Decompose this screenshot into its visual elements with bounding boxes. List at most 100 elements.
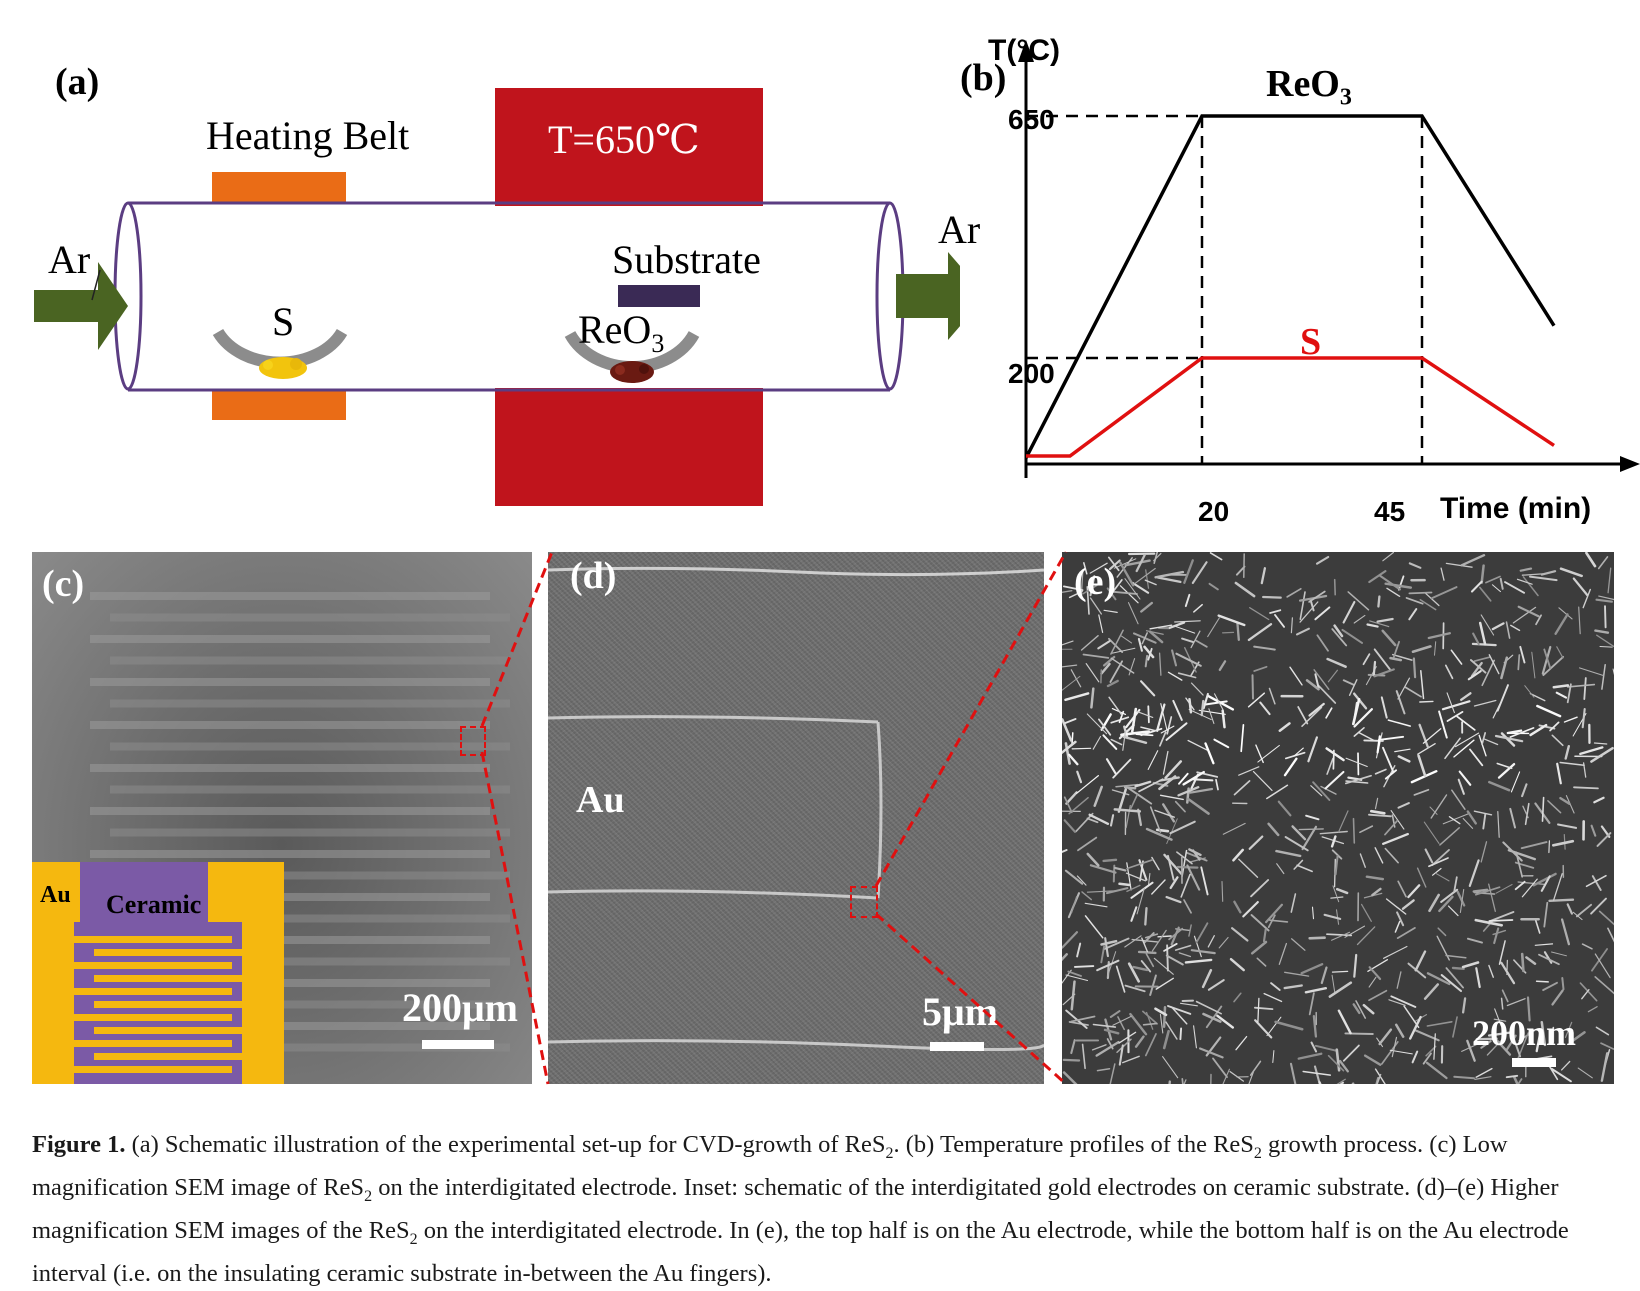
caption-figure-label: Figure 1. <box>32 1131 125 1158</box>
nanoflake <box>1214 740 1228 748</box>
nanoflake <box>1413 1052 1418 1063</box>
nanoflake <box>1395 922 1399 933</box>
nanoflake <box>1553 991 1563 1005</box>
nanoflake <box>1068 972 1081 977</box>
nanoflake <box>1131 907 1136 921</box>
ar-in-label: Ar <box>48 236 90 283</box>
nanoflake <box>1088 854 1099 866</box>
nanoflake <box>1459 780 1464 794</box>
nanoflake <box>1388 720 1410 726</box>
nanoflake <box>1595 977 1614 995</box>
nanoflake <box>1521 569 1531 571</box>
nanoflake <box>1158 936 1171 937</box>
nanoflake <box>1211 553 1222 560</box>
nanoflake <box>1109 697 1122 715</box>
nanoflake <box>1443 814 1468 824</box>
nanoflake <box>1090 815 1108 824</box>
nanoflake <box>1306 816 1318 820</box>
nanoflake <box>1103 735 1116 749</box>
nanoflake <box>1416 952 1425 971</box>
nanoflake <box>1062 850 1067 857</box>
nanoflake <box>1354 955 1356 977</box>
nanoflake <box>1208 618 1220 637</box>
nanoflake <box>1230 1072 1243 1082</box>
nanoflake <box>1518 655 1519 669</box>
nanoflake <box>1460 772 1471 785</box>
nanoflake <box>1368 625 1378 627</box>
nanoflake <box>1359 733 1374 741</box>
nanoflake <box>1414 659 1415 678</box>
nanoflake <box>1254 647 1275 650</box>
nanoflake <box>1148 751 1158 770</box>
heating-belt-top <box>212 172 346 204</box>
nanoflake <box>1369 977 1376 987</box>
nanoflake <box>1386 770 1396 778</box>
nanoflake <box>1600 911 1614 927</box>
nanoflake <box>1179 953 1190 957</box>
nanoflake <box>1075 966 1093 967</box>
nanoflake <box>1409 593 1431 594</box>
nanoflake <box>1522 842 1547 848</box>
reo3-label-main: ReO <box>578 307 651 352</box>
nanoflake <box>1123 1056 1140 1062</box>
nanoflake <box>1064 1073 1079 1085</box>
nanoflake <box>1310 993 1314 1014</box>
nanoflake <box>1267 785 1288 798</box>
nanoflake <box>1522 574 1542 575</box>
nanoflake <box>1446 563 1472 567</box>
nanoflake <box>1269 824 1279 835</box>
panel-a: (a) Heating Belt T=650℃ Ar Ar Substrate … <box>0 0 960 520</box>
nanoflake <box>1163 804 1174 821</box>
nanoflake <box>1197 923 1208 942</box>
nanoflake <box>1124 737 1146 743</box>
nanoflake <box>1369 815 1391 817</box>
nanoflake <box>1299 1054 1322 1059</box>
nanoflake <box>1285 759 1296 776</box>
nanoflake <box>1482 566 1484 583</box>
nanoflake <box>1423 729 1440 744</box>
nanoflake <box>1186 595 1190 606</box>
nanoflake <box>1105 938 1108 956</box>
nanoflake <box>1420 701 1433 702</box>
nanoflake <box>1380 576 1400 590</box>
nanoflake <box>1271 983 1280 990</box>
nanoflake <box>1150 976 1156 996</box>
nanoflake <box>1468 939 1482 943</box>
electrode-finger <box>110 786 510 794</box>
nanoflake <box>1285 986 1302 989</box>
nanoflake <box>1319 686 1336 703</box>
nanoflake <box>1164 752 1168 775</box>
ar-out-arrow-icon <box>896 252 960 340</box>
nanoflake <box>1600 647 1612 648</box>
nanoflake <box>1468 812 1476 824</box>
nanoflake <box>1522 784 1526 796</box>
nanoflake <box>1583 944 1593 949</box>
nanoflake <box>1127 885 1140 891</box>
electrode-finger <box>90 721 490 729</box>
nanoflake <box>1530 577 1557 581</box>
nanoflake <box>1333 971 1348 972</box>
nanoflake <box>1438 928 1445 935</box>
nanoflake <box>1364 654 1370 664</box>
nanoflake <box>1250 837 1263 849</box>
nanoflake <box>1203 970 1211 987</box>
nanoflake <box>1270 689 1275 704</box>
nanoflake <box>1293 826 1305 839</box>
nanoflake <box>1222 882 1223 902</box>
nanoflake <box>1126 806 1130 828</box>
nanoflake <box>1297 865 1312 871</box>
electrode-finger <box>110 829 510 837</box>
nanoflake <box>1260 703 1269 715</box>
nanoflake <box>1435 642 1436 656</box>
electrode-inset: Au Ceramic <box>32 862 284 1084</box>
nanoflake <box>1446 665 1453 678</box>
electrode-finger <box>110 614 510 622</box>
nanoflake <box>1592 826 1596 836</box>
nanoflake <box>1596 1027 1608 1034</box>
nanoflake <box>1562 978 1563 989</box>
nanoflake <box>1188 799 1208 814</box>
nanoflake <box>1071 1040 1074 1053</box>
nanoflake <box>1326 772 1344 789</box>
nanoflake <box>1065 820 1075 832</box>
nanoflake <box>1194 605 1202 612</box>
